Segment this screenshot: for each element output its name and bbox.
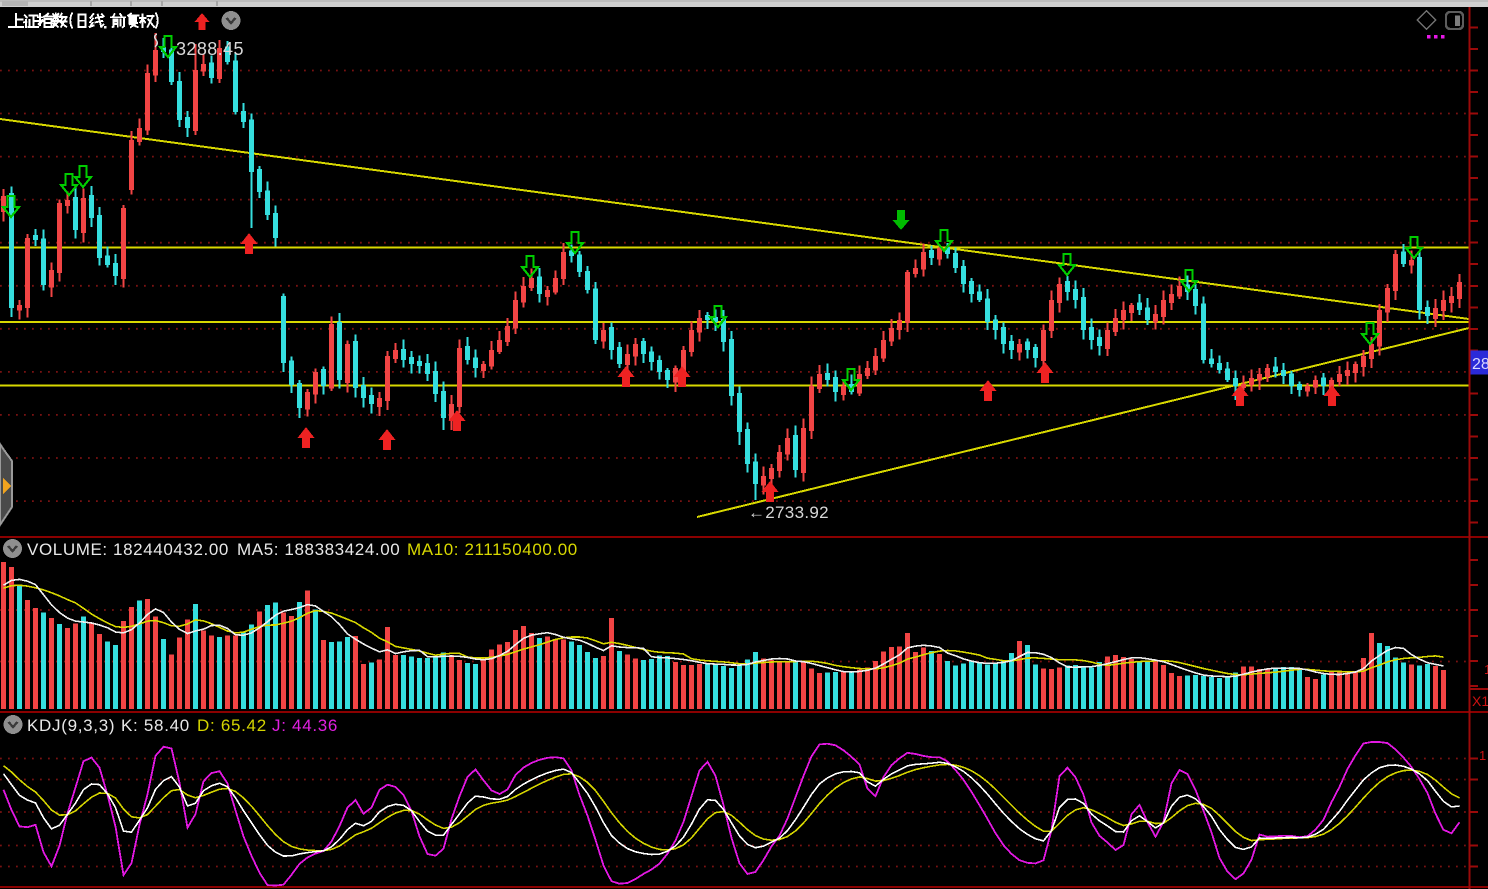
svg-text:X1: X1 xyxy=(1472,693,1488,709)
svg-text:28: 28 xyxy=(1472,356,1488,373)
svg-text:J: 44.36: J: 44.36 xyxy=(272,716,338,735)
svg-text:MA5: 188383424.00: MA5: 188383424.00 xyxy=(237,540,400,559)
svg-text:MA10: 211150400.00: MA10: 211150400.00 xyxy=(407,540,578,559)
svg-text:1: 1 xyxy=(1479,748,1486,763)
svg-text:KDJ(9,3,3): KDJ(9,3,3) xyxy=(27,716,115,735)
svg-text:1: 1 xyxy=(1484,662,1488,677)
svg-text:D: 65.42: D: 65.42 xyxy=(197,716,267,735)
svg-text:3288.45: 3288.45 xyxy=(176,39,244,59)
svg-text:←2733.92: ←2733.92 xyxy=(748,503,829,522)
svg-text:K: 58.40: K: 58.40 xyxy=(121,716,190,735)
svg-text:VOLUME: 182440432.00: VOLUME: 182440432.00 xyxy=(27,540,229,559)
